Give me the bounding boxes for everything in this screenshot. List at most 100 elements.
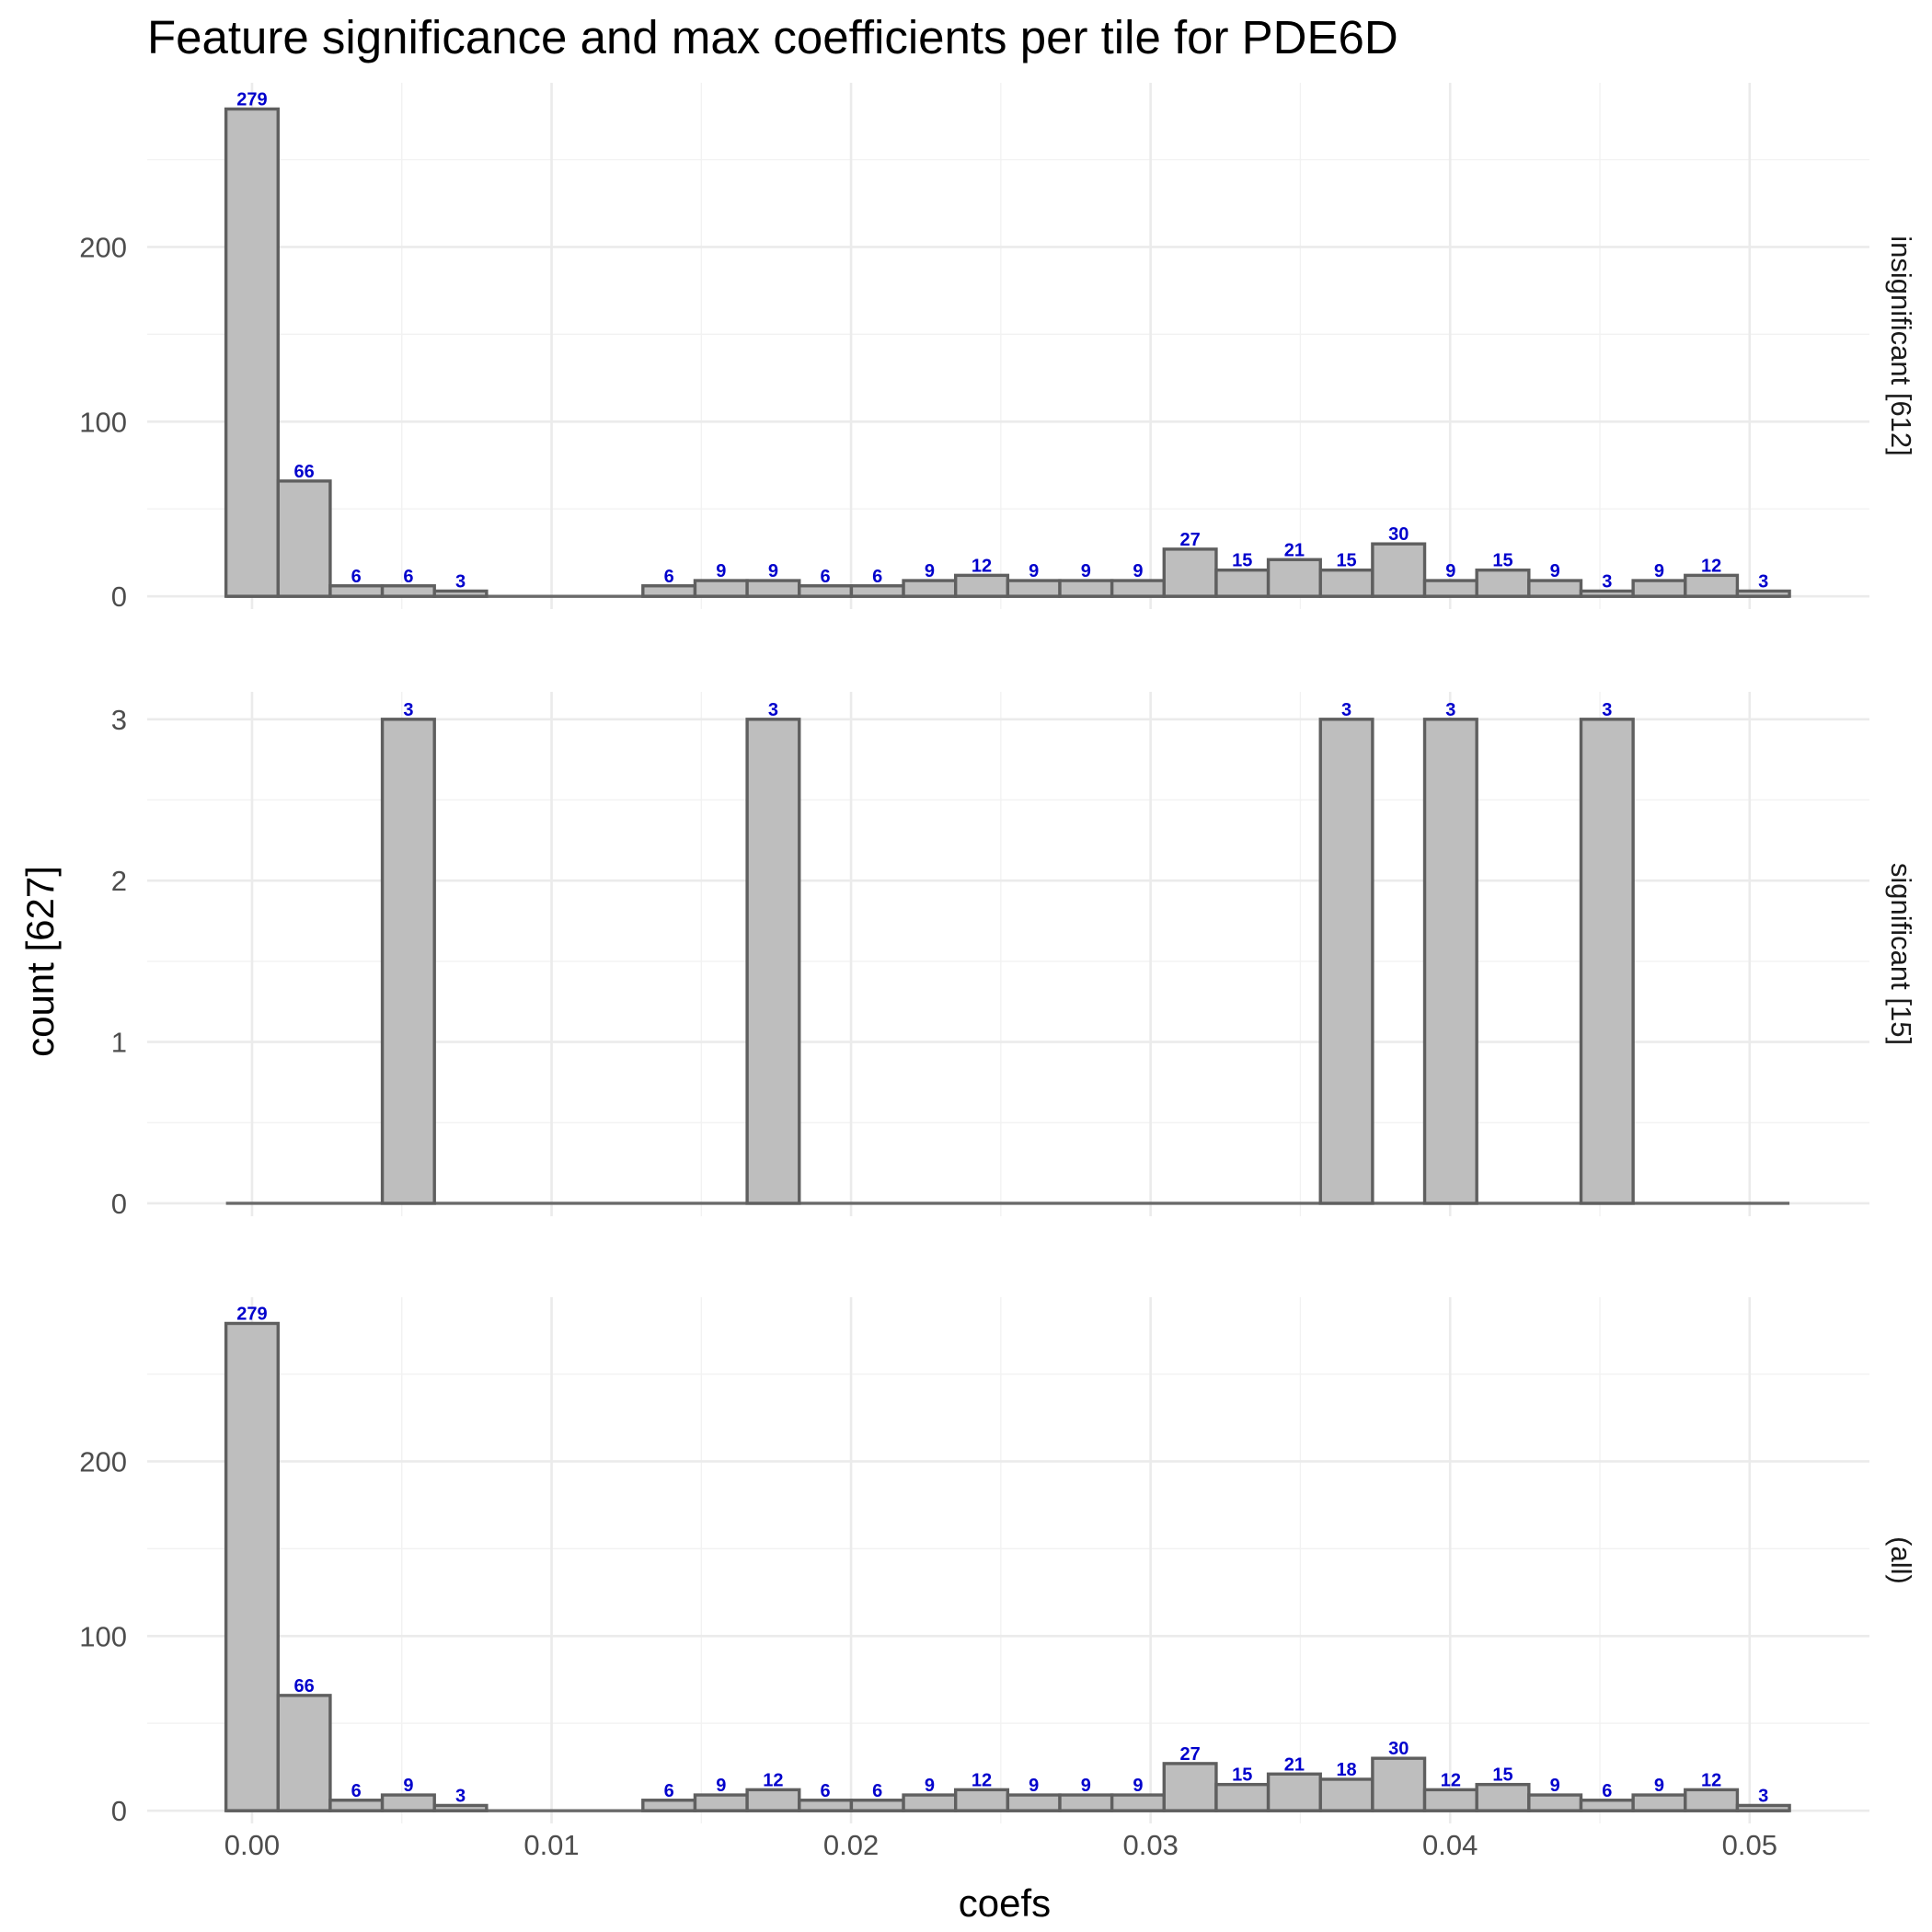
histogram-bar bbox=[1371, 1756, 1427, 1812]
bar-count-label: 9 bbox=[1445, 561, 1455, 581]
bar-count-label: 6 bbox=[664, 1781, 674, 1801]
histogram-bar bbox=[1422, 718, 1478, 1205]
bar-count-label: 27 bbox=[1179, 530, 1200, 550]
bar-count-label: 12 bbox=[1441, 1770, 1461, 1790]
histogram-bar bbox=[1110, 579, 1166, 598]
histogram-bar bbox=[693, 1793, 749, 1812]
bar-count-label: 66 bbox=[293, 1676, 314, 1696]
x-tick-label: 0.00 bbox=[224, 1829, 280, 1861]
panel-2: 0 1 2 3 3 3 3 3 3 significant [15] bbox=[111, 692, 1917, 1220]
bar-count-label: 21 bbox=[1284, 540, 1305, 560]
histogram-bar bbox=[954, 1788, 1010, 1812]
histogram-bar bbox=[328, 584, 385, 598]
histogram-bar bbox=[380, 718, 436, 1205]
chart-title: Feature significance and max coefficient… bbox=[147, 11, 1398, 63]
bar-count-label: 6 bbox=[872, 1781, 882, 1801]
histogram-bar bbox=[1631, 579, 1687, 598]
histogram-bar bbox=[798, 584, 854, 598]
bar-count-label: 9 bbox=[716, 561, 726, 581]
bar-count-label: 6 bbox=[351, 1781, 362, 1801]
histogram-bar bbox=[1214, 568, 1271, 598]
bar-count-label: 15 bbox=[1232, 551, 1252, 571]
x-tick-label: 0.03 bbox=[1122, 1829, 1178, 1861]
histogram-bar bbox=[1371, 542, 1427, 598]
histogram-bar bbox=[1266, 1772, 1322, 1812]
y-tick-label: 0 bbox=[111, 581, 127, 613]
bar-count-label: 3 bbox=[455, 571, 466, 592]
bar-count-label: 12 bbox=[1701, 556, 1721, 576]
bar-count-label: 3 bbox=[1445, 700, 1455, 720]
histogram-bar bbox=[1579, 1799, 1635, 1812]
histogram-bar bbox=[745, 718, 801, 1205]
histogram-bar bbox=[380, 584, 436, 598]
x-tick-label: 0.04 bbox=[1422, 1829, 1478, 1861]
bar-count-label: 12 bbox=[1701, 1770, 1721, 1790]
x-tick-label: 0.01 bbox=[523, 1829, 579, 1861]
y-tick-label: 200 bbox=[79, 231, 127, 263]
bar-count-label: 6 bbox=[821, 1781, 831, 1801]
facet-strip-label: significant [15] bbox=[1885, 863, 1917, 1045]
histogram-bar bbox=[641, 584, 697, 598]
histogram-bar bbox=[432, 589, 489, 598]
bar-count-label: 9 bbox=[768, 561, 778, 581]
bar-count-label: 9 bbox=[1081, 1776, 1091, 1796]
histogram-bar bbox=[1162, 547, 1218, 598]
y-tick-label: 1 bbox=[111, 1027, 127, 1059]
bar-count-label: 3 bbox=[455, 1786, 466, 1806]
bar-count-label: 15 bbox=[1492, 1765, 1512, 1786]
bar-count-label: 3 bbox=[768, 700, 778, 720]
x-tick-label: 0.02 bbox=[823, 1829, 879, 1861]
bar-count-label: 30 bbox=[1388, 1739, 1409, 1759]
histogram-bar bbox=[1214, 1782, 1271, 1812]
histogram-bar bbox=[1422, 1788, 1478, 1812]
histogram-bar bbox=[1162, 1762, 1218, 1812]
x-axis-ticks: 0.00 0.01 0.02 0.03 0.04 0.05 bbox=[224, 1829, 1777, 1861]
y-tick-label: 200 bbox=[79, 1445, 127, 1478]
bar-count-label: 12 bbox=[972, 1770, 992, 1790]
histogram-bar bbox=[1684, 573, 1740, 598]
bar-count-label: 9 bbox=[1654, 1776, 1664, 1796]
histogram-bar bbox=[276, 1694, 332, 1812]
histogram-bar bbox=[1266, 558, 1322, 598]
bar-count-label: 3 bbox=[1758, 571, 1768, 592]
x-tick-label: 0.05 bbox=[1722, 1829, 1777, 1861]
y-tick-label: 2 bbox=[111, 865, 127, 897]
x-axis-title: coefs bbox=[959, 1881, 1051, 1925]
y-tick-label: 100 bbox=[79, 406, 127, 438]
bar-count-label: 27 bbox=[1179, 1744, 1200, 1765]
histogram-bar bbox=[1422, 579, 1478, 598]
histogram-bar bbox=[1006, 579, 1062, 598]
histogram-bar bbox=[276, 479, 332, 598]
histogram-bar bbox=[1110, 1793, 1166, 1812]
bar-count-label: 9 bbox=[1133, 1776, 1143, 1796]
bar-count-label: 6 bbox=[1602, 1781, 1612, 1801]
bar-count-label: 6 bbox=[403, 567, 413, 587]
histogram-bar bbox=[1631, 1793, 1687, 1812]
histogram-bar bbox=[1006, 1793, 1062, 1812]
bar-count-label: 9 bbox=[1550, 1776, 1560, 1796]
histogram-bar bbox=[432, 1803, 489, 1812]
histogram-bar bbox=[902, 1793, 958, 1812]
bar-count-label: 15 bbox=[1232, 1765, 1252, 1786]
histogram-bar bbox=[380, 1793, 436, 1812]
bar-count-label: 9 bbox=[1029, 561, 1039, 581]
bar-count-label: 9 bbox=[925, 561, 935, 581]
histogram-bar bbox=[1318, 718, 1374, 1205]
bar-count-label: 9 bbox=[403, 1776, 413, 1796]
y-axis-title: count [627] bbox=[18, 866, 62, 1057]
bar-count-label: 279 bbox=[236, 1304, 267, 1324]
facet-strip-label: insignificant [612] bbox=[1885, 236, 1917, 456]
histogram-bar bbox=[1475, 568, 1531, 598]
histogram-bar bbox=[328, 1799, 385, 1812]
histogram-bar bbox=[1058, 579, 1114, 598]
y-tick-label: 3 bbox=[111, 704, 127, 736]
y-tick-label: 0 bbox=[111, 1188, 127, 1220]
histogram-bar bbox=[1318, 1777, 1374, 1812]
bar-count-label: 9 bbox=[1550, 561, 1560, 581]
bar-count-label: 6 bbox=[872, 567, 882, 587]
histogram-bar bbox=[693, 579, 749, 598]
bar-count-label: 66 bbox=[293, 462, 314, 482]
bar-count-label: 9 bbox=[1133, 561, 1143, 581]
